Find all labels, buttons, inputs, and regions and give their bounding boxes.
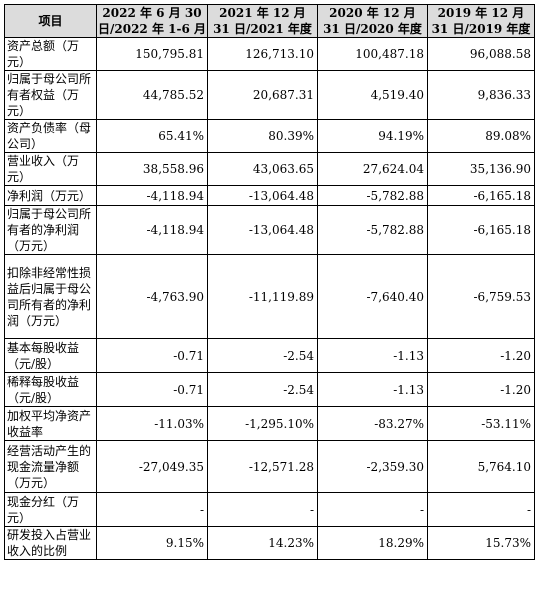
cell-value: -83.27% <box>317 406 428 441</box>
cell-value: 126,713.10 <box>207 37 318 71</box>
cell-value: -6,165.18 <box>427 185 535 206</box>
cell-value: - <box>317 492 428 527</box>
table-row: 资产负债率（母公司） 65.41% 80.39% 94.19% 89.08% <box>4 119 535 153</box>
cell-value: 9.15% <box>96 526 208 560</box>
cell-value: -6,759.53 <box>427 254 535 339</box>
cell-value: 43,063.65 <box>207 152 318 186</box>
cell-value: -2.54 <box>207 338 318 373</box>
cell-value: 38,558.96 <box>96 152 208 186</box>
cell-value: -11,119.89 <box>207 254 318 339</box>
table-row: 基本每股收益（元/股） -0.71 -2.54 -1.13 -1.20 <box>4 338 535 373</box>
cell-value: -1.20 <box>427 372 535 407</box>
row-label: 加权平均净资产收益率 <box>4 406 97 441</box>
cell-value: -0.71 <box>96 372 208 407</box>
cell-value: -1,295.10% <box>207 406 318 441</box>
row-label: 基本每股收益（元/股） <box>4 338 97 373</box>
cell-value: -1.20 <box>427 338 535 373</box>
cell-value: -2.54 <box>207 372 318 407</box>
table-row: 研发投入占营业收入的比例 9.15% 14.23% 18.29% 15.73% <box>4 526 535 560</box>
cell-value: -11.03% <box>96 406 208 441</box>
cell-value: 15.73% <box>427 526 535 560</box>
row-label: 资产负债率（母公司） <box>4 119 97 153</box>
cell-value: 9,836.33 <box>427 70 535 120</box>
cell-value: -4,118.94 <box>96 205 208 255</box>
row-label: 稀释每股收益（元/股） <box>4 372 97 407</box>
table-row: 资产总额（万元） 150,795.81 126,713.10 100,487.1… <box>4 37 535 71</box>
row-label: 研发投入占营业收入的比例 <box>4 526 97 560</box>
table-row: 稀释每股收益（元/股） -0.71 -2.54 -1.13 -1.20 <box>4 372 535 407</box>
cell-value: 18.29% <box>317 526 428 560</box>
row-label: 资产总额（万元） <box>4 37 97 71</box>
row-label: 现金分红（万元） <box>4 492 97 527</box>
header-2022-h1: 2022 年 6 月 30 日/2022 年 1-6 月 <box>96 4 208 38</box>
table-row: 归属于母公司所有者权益（万元） 44,785.52 20,687.31 4,51… <box>4 70 535 120</box>
cell-value: -5,782.88 <box>317 185 428 206</box>
cell-value: 89.08% <box>427 119 535 153</box>
header-2020: 2020 年 12 月 31 日/2020 年度 <box>317 4 428 38</box>
row-label: 归属于母公司所有者权益（万元） <box>4 70 97 120</box>
cell-value: -27,049.35 <box>96 440 208 493</box>
cell-value: -5,782.88 <box>317 205 428 255</box>
cell-value: - <box>427 492 535 527</box>
row-label: 营业收入（万元） <box>4 152 97 186</box>
cell-value: 20,687.31 <box>207 70 318 120</box>
cell-value: 27,624.04 <box>317 152 428 186</box>
cell-value: 96,088.58 <box>427 37 535 71</box>
cell-value: -7,640.40 <box>317 254 428 339</box>
cell-value: -13,064.48 <box>207 185 318 206</box>
cell-value: 35,136.90 <box>427 152 535 186</box>
table-row: 加权平均净资产收益率 -11.03% -1,295.10% -83.27% -5… <box>4 406 535 441</box>
cell-value: -6,165.18 <box>427 205 535 255</box>
table-row: 归属于母公司所有者的净利润（万元） -4,118.94 -13,064.48 -… <box>4 205 535 255</box>
cell-value: -4,118.94 <box>96 185 208 206</box>
cell-value: -0.71 <box>96 338 208 373</box>
row-label: 归属于母公司所有者的净利润（万元） <box>4 205 97 255</box>
header-row: 项目 2022 年 6 月 30 日/2022 年 1-6 月 2021 年 1… <box>4 4 535 38</box>
cell-value: -53.11% <box>427 406 535 441</box>
cell-value: 100,487.18 <box>317 37 428 71</box>
row-label: 扣除非经常性损益后归属于母公司所有者的净利润（万元） <box>4 254 97 339</box>
cell-value: 14.23% <box>207 526 318 560</box>
cell-value: 94.19% <box>317 119 428 153</box>
row-label: 净利润（万元） <box>4 185 97 206</box>
cell-value: - <box>207 492 318 527</box>
cell-value: -2,359.30 <box>317 440 428 493</box>
cell-value: - <box>96 492 208 527</box>
cell-value: -1.13 <box>317 338 428 373</box>
table-row: 经营活动产生的现金流量净额（万元） -27,049.35 -12,571.28 … <box>4 440 535 493</box>
header-item: 项目 <box>4 4 97 38</box>
row-label: 经营活动产生的现金流量净额（万元） <box>4 440 97 493</box>
table-row: 营业收入（万元） 38,558.96 43,063.65 27,624.04 3… <box>4 152 535 186</box>
cell-value: -12,571.28 <box>207 440 318 493</box>
cell-value: -13,064.48 <box>207 205 318 255</box>
cell-value: 65.41% <box>96 119 208 153</box>
table-row: 扣除非经常性损益后归属于母公司所有者的净利润（万元） -4,763.90 -11… <box>4 254 535 339</box>
header-2021: 2021 年 12 月 31 日/2021 年度 <box>207 4 318 38</box>
cell-value: 150,795.81 <box>96 37 208 71</box>
header-2019: 2019 年 12 月 31 日/2019 年度 <box>427 4 535 38</box>
cell-value: -4,763.90 <box>96 254 208 339</box>
cell-value: 80.39% <box>207 119 318 153</box>
cell-value: -1.13 <box>317 372 428 407</box>
cell-value: 44,785.52 <box>96 70 208 120</box>
table-row: 现金分红（万元） - - - - <box>4 492 535 527</box>
cell-value: 5,764.10 <box>427 440 535 493</box>
table-row: 净利润（万元） -4,118.94 -13,064.48 -5,782.88 -… <box>4 185 535 206</box>
financial-data-table: 项目 2022 年 6 月 30 日/2022 年 1-6 月 2021 年 1… <box>4 4 535 560</box>
cell-value: 4,519.40 <box>317 70 428 120</box>
